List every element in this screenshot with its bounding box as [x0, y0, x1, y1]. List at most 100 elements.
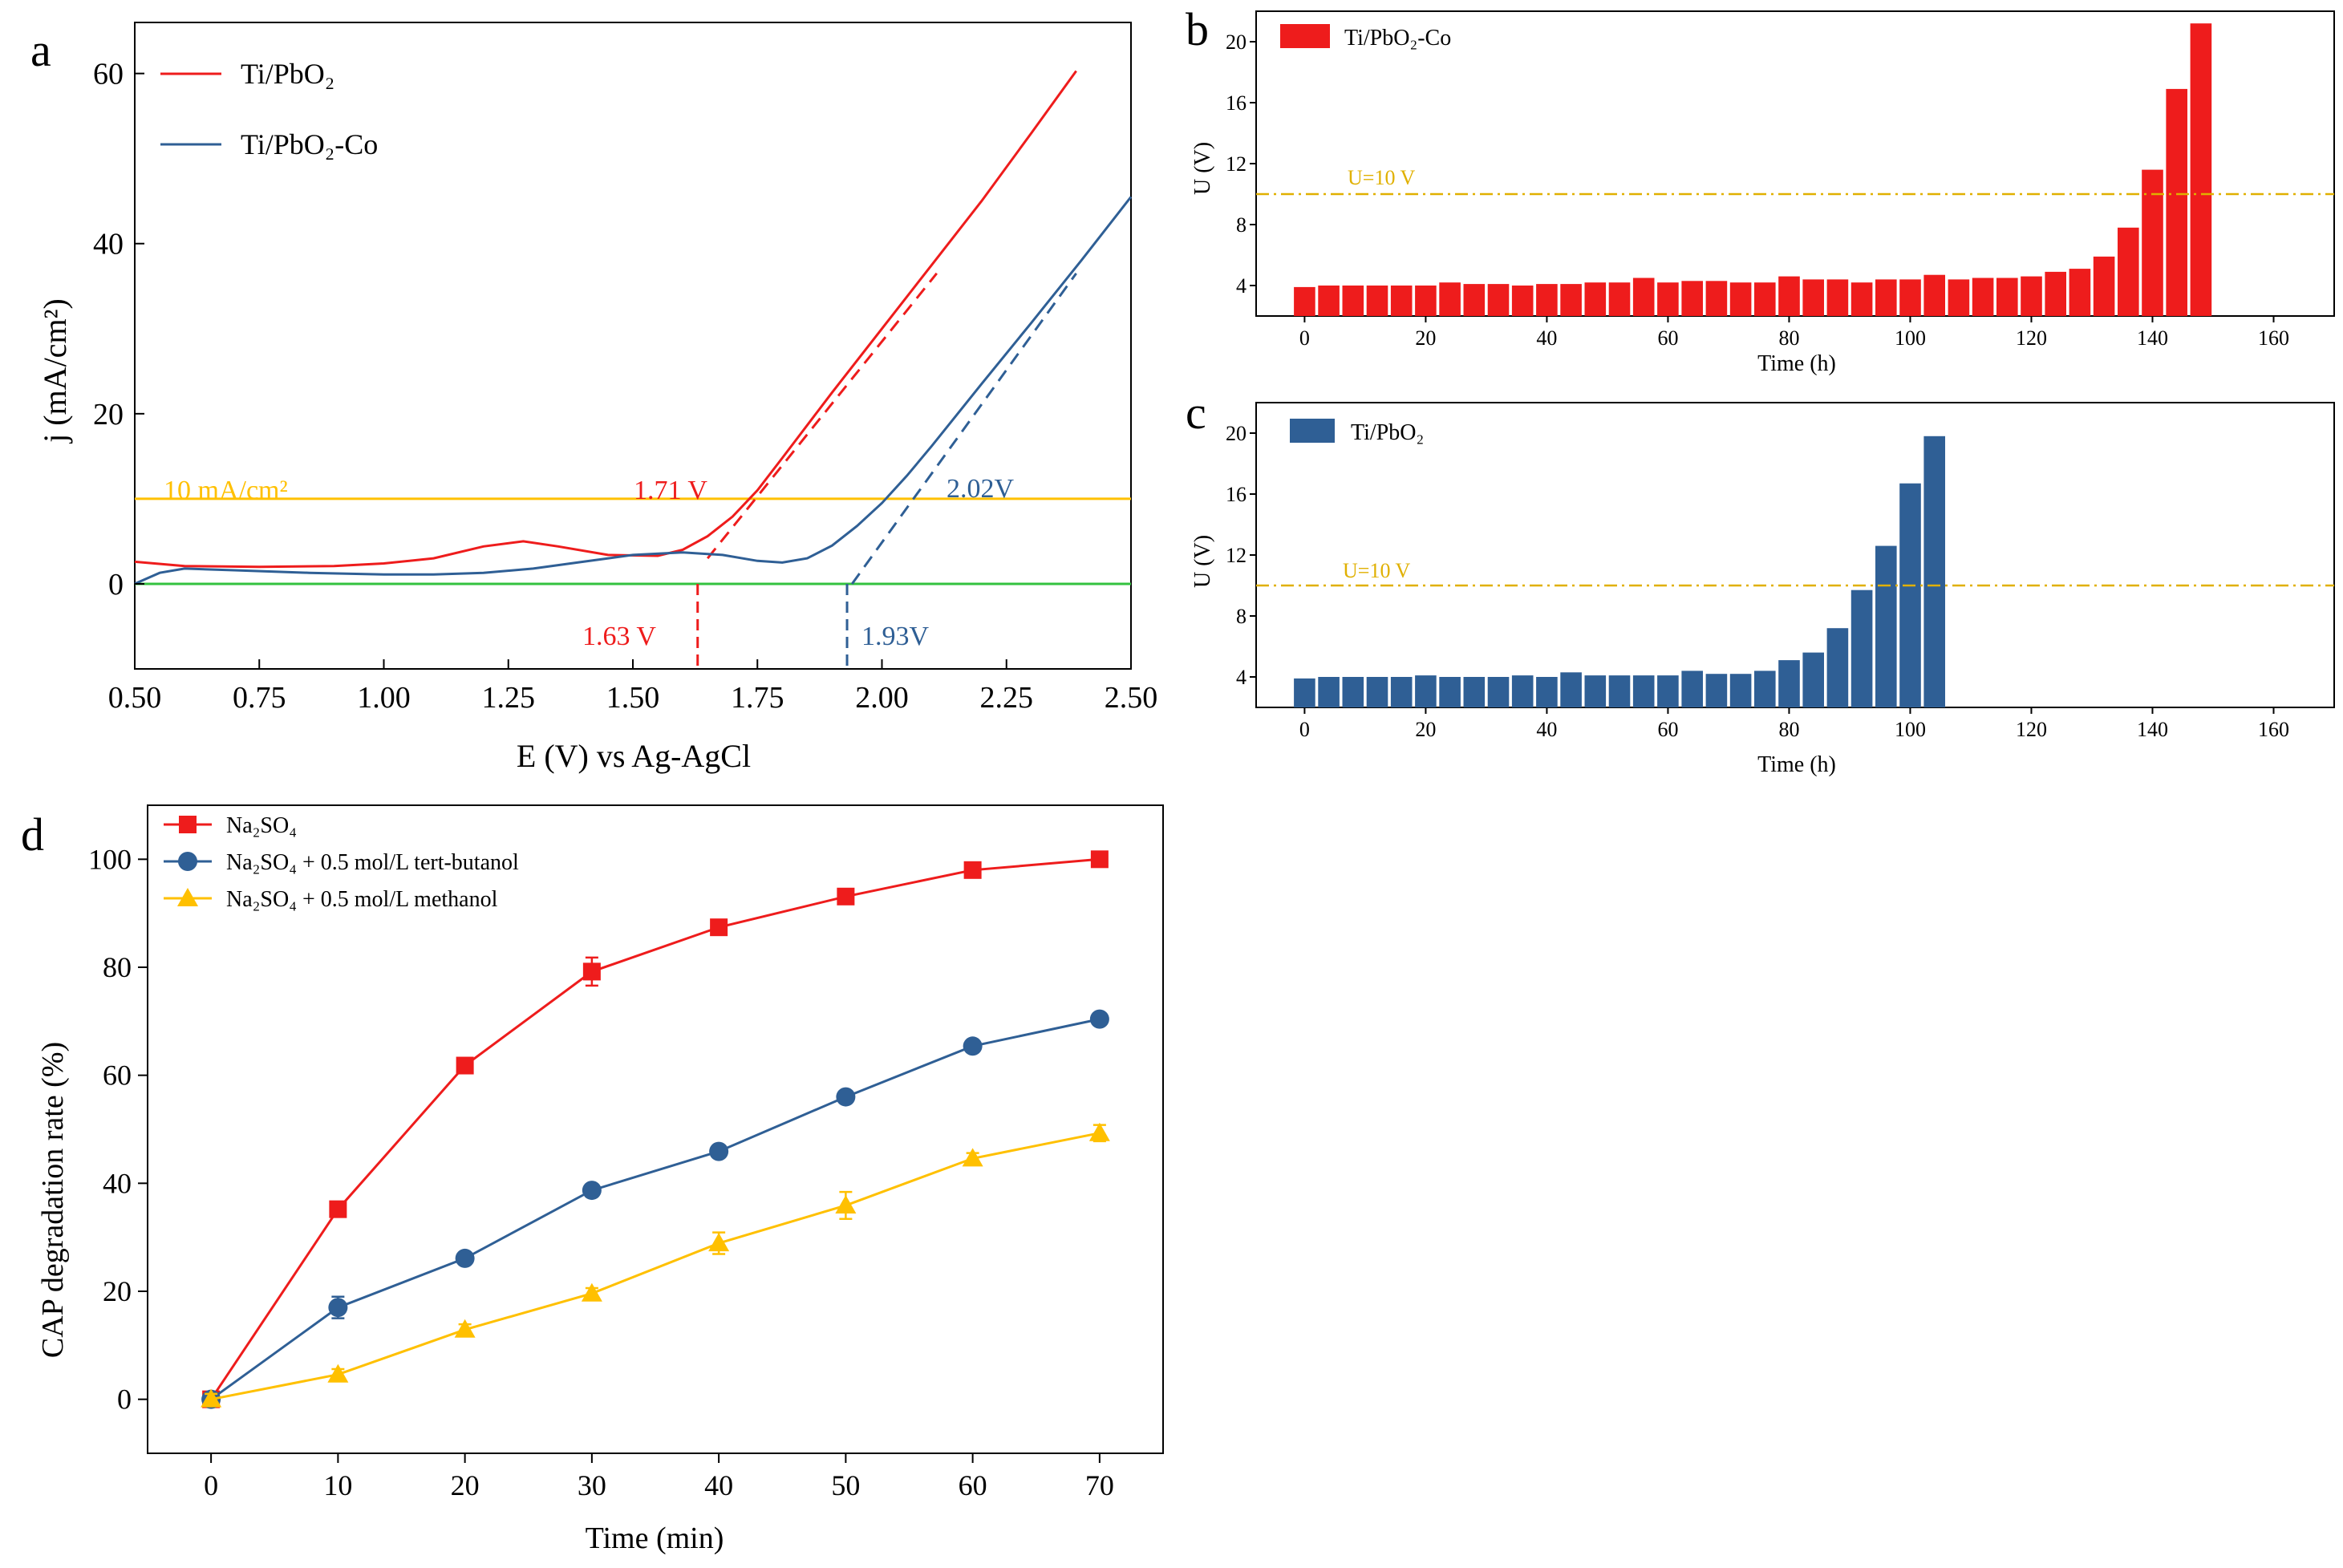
panel-d-x-tick-label: 40 — [704, 1469, 733, 1501]
panel-d-data-point — [201, 1388, 222, 1408]
panel-b-x-tick-label: 20 — [1415, 326, 1436, 350]
panel-d-legend-label: Na₂SO₄ — [226, 813, 297, 838]
panel-c-y-tick-label: 12 — [1226, 544, 1246, 567]
panel-d-legend-marker — [177, 888, 198, 906]
panel-b-x-tick-label: 80 — [1778, 326, 1799, 350]
panel-d-x-tick-label: 70 — [1085, 1469, 1114, 1501]
panel-a-chart: 0.50 0.75 1.00 1.25 1.50 1.75 2.00 2.25 2.50 0 20… — [37, 22, 1157, 774]
panel-d-y-axis-label: CAP degradation rate (%) — [36, 1042, 70, 1358]
panel-c-bar — [1754, 671, 1776, 707]
panel-d-x-tick-label: 30 — [578, 1469, 606, 1501]
panel-d-data-point — [582, 962, 601, 981]
panel-b-bar — [1705, 281, 1728, 316]
panel-b-bar — [1415, 286, 1437, 316]
panel-a-legend: Ti/PbO₂ Ti/PbO₂-Co — [160, 58, 378, 160]
panel-d-data-point — [709, 1141, 729, 1161]
panel-d-y-ticks: 0 20 40 60 80 100 — [88, 843, 148, 1416]
panel-c-bar — [1390, 677, 1413, 707]
panel-a-x-ticks: 0.50 0.75 1.00 1.25 1.50 1.75 2.00 2.25 2.50 — [108, 659, 1158, 715]
panel-d-data-point — [1089, 1009, 1109, 1029]
panel-b-plot-area — [1255, 10, 2335, 317]
panel-d-x-ticks: 0 10 20 30 40 50 60 70 — [204, 1453, 1114, 1501]
panel-c-bar — [1729, 674, 1752, 707]
panel-d-data-point — [710, 918, 728, 937]
panel-b-bar — [1608, 282, 1631, 316]
panel-a-x-tick-label: 0.50 — [108, 681, 162, 715]
panel-c-bar — [1923, 436, 1945, 707]
panel-d-plot-frame — [147, 804, 1164, 1454]
panel-d-legend-label: Na₂SO₄ + 0.5 mol/L methanol — [226, 887, 498, 912]
panel-b-bar — [1584, 282, 1607, 316]
panel-a-reference-label: 10 mA/cm² — [164, 476, 288, 505]
panel-a-y-tick-label: 40 — [93, 228, 124, 261]
panel-d-y-tick-label: 40 — [103, 1167, 132, 1199]
panel-c-bar — [1294, 678, 1315, 707]
panel-a-y-axis-label: j (mA/cm²) — [37, 298, 73, 444]
panel-c-y-ticks: 4 8 12 16 20 — [1226, 422, 1256, 689]
panel-d-legend-label: Na₂SO₄ + 0.5 mol/L tert-butanol — [226, 850, 519, 875]
panel-a-series-line-2 — [134, 196, 1133, 585]
panel-b-bar — [1778, 276, 1800, 316]
panel-c-x-tick-label: 20 — [1415, 718, 1436, 741]
panel-b-y-tick-label: 4 — [1236, 274, 1246, 298]
panel-b-y-tick-label: 20 — [1226, 30, 1246, 54]
panel-d-x-tick-label: 0 — [204, 1469, 218, 1501]
panel-c-bar — [1415, 675, 1437, 707]
panel-c-bar — [1439, 677, 1461, 707]
panel-b-x-ticks: 0 20 40 60 80 100 120 140 160 — [1299, 316, 2289, 350]
panel-c-y-tick-label: 4 — [1236, 666, 1246, 689]
panel-b-x-tick-label: 160 — [2258, 326, 2289, 350]
panel-c-x-tick-label: 120 — [2016, 718, 2047, 741]
panel-b-bar — [1536, 284, 1558, 316]
panel-c-x-tick-label: 40 — [1536, 718, 1557, 741]
panel-b-bar — [2069, 269, 2091, 316]
panel-c-x-tick-label: 60 — [1657, 718, 1678, 741]
panel-b-bar — [1366, 286, 1388, 316]
panel-a-x-axis-label: E (V) vs Ag-AgCl — [517, 738, 751, 774]
panel-c-bar — [1560, 672, 1582, 707]
panel-c-bar — [1366, 677, 1388, 707]
panel-b-bar — [1899, 279, 1921, 316]
panel-d-y-tick-label: 100 — [88, 843, 132, 875]
panel-d-series-line-2 — [210, 1018, 1101, 1400]
panel-c-bar — [1802, 652, 1824, 707]
panel-c-bar — [1584, 675, 1607, 707]
panel-c-x-ticks: 0 20 40 60 80 100 120 140 160 — [1299, 707, 2289, 741]
panel-a-annotation-blue-onset: 1.93V — [861, 622, 930, 651]
panel-a-y-tick-label: 0 — [108, 568, 124, 602]
panel-d-data-point — [327, 1363, 349, 1383]
panel-b-bar — [1972, 278, 1994, 316]
panel-c-x-tick-label: 140 — [2137, 718, 2168, 741]
panel-d-x-tick-label: 10 — [323, 1469, 352, 1501]
panel-b-y-axis-label: U (V) — [1190, 142, 1215, 195]
panel-b-bar — [1681, 281, 1703, 316]
panel-b-reference-label: U=10 V — [1348, 166, 1415, 189]
panel-label-d: d — [21, 808, 44, 861]
panel-b-bar — [1729, 282, 1752, 316]
panel-d-data-point — [328, 1298, 348, 1318]
panel-a-x-tick-label: 1.50 — [606, 681, 660, 715]
panel-d-data-point — [454, 1319, 476, 1338]
panel-a-legend-label-1: Ti/PbO₂ — [241, 58, 334, 90]
panel-c-legend-label: Ti/PbO₂ — [1351, 420, 1424, 445]
panel-a-x-tick-label: 2.50 — [1105, 681, 1158, 715]
panel-c-bar — [1342, 677, 1364, 707]
panel-b-bar — [1657, 282, 1679, 316]
panel-a-y-tick-label: 20 — [93, 398, 124, 432]
panel-d-plot-area — [147, 804, 1164, 1454]
panel-a-annotation-red-at-10: 1.71 V — [634, 476, 707, 505]
panel-c-bar — [1657, 675, 1679, 707]
panel-b-x-tick-label: 120 — [2016, 326, 2047, 350]
panel-d-data-point — [837, 887, 855, 906]
panel-d-data-point — [582, 1181, 602, 1201]
panel-a-x-tick-label: 1.75 — [731, 681, 784, 715]
panel-a-annotation-red-onset: 1.63 V — [582, 622, 656, 651]
panel-d-series-line-1 — [209, 857, 1101, 1400]
panel-c-bar — [1511, 675, 1534, 707]
panel-b-x-tick-label: 100 — [1895, 326, 1926, 350]
panel-a-extrapolation-line-1 — [706, 272, 938, 560]
panel-b-bar — [1802, 279, 1824, 316]
panel-b-bar — [2045, 271, 2066, 316]
panel-a-x-tick-label: 2.00 — [855, 681, 909, 715]
panel-c-bar — [1632, 675, 1655, 707]
